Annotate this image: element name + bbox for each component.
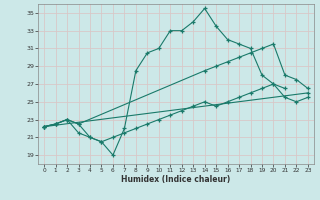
X-axis label: Humidex (Indice chaleur): Humidex (Indice chaleur) bbox=[121, 175, 231, 184]
